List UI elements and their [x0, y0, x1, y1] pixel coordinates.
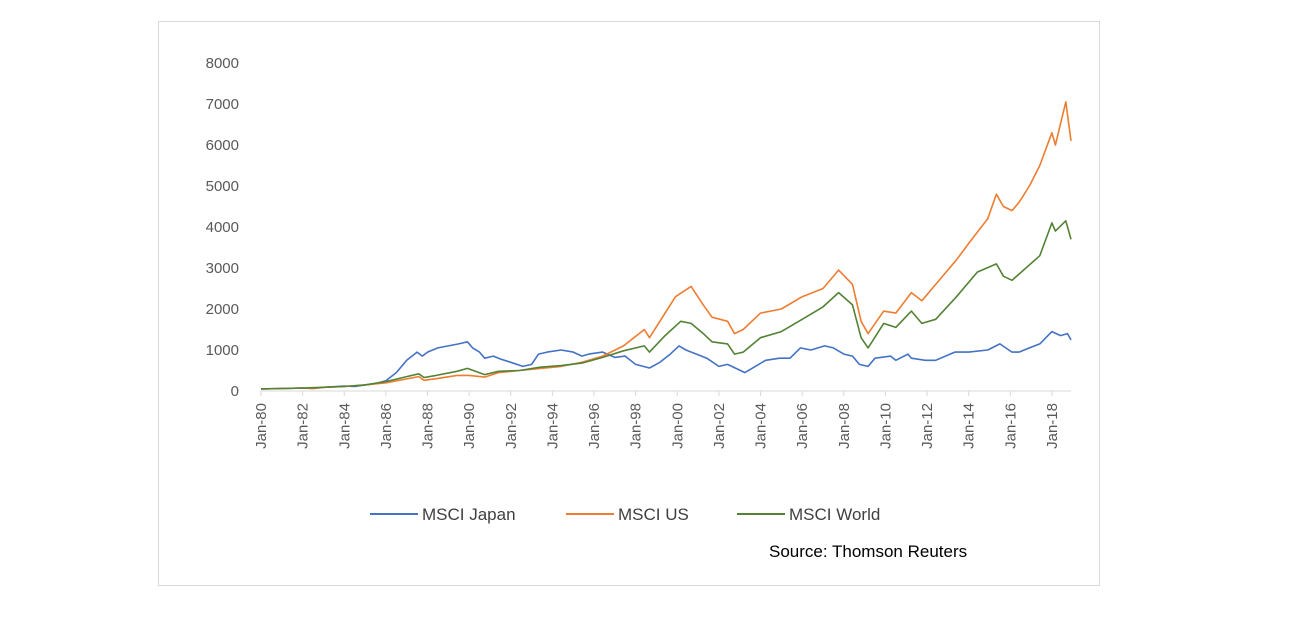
x-tick-label: Jan-10 [877, 403, 894, 449]
series-line-msci-world [260, 220, 1072, 390]
y-tick-label: 4000 [206, 219, 239, 236]
x-tick-label: Jan-04 [753, 403, 770, 449]
x-tick-label: Jan-18 [1044, 403, 1061, 449]
x-tick-label: Jan-94 [544, 403, 561, 449]
x-tick-label: Jan-88 [420, 403, 437, 449]
x-tick-label: Jan-92 [503, 403, 520, 449]
y-tick-label: 6000 [206, 137, 239, 154]
x-tick-label: Jan-16 [1002, 403, 1019, 449]
x-tick-label: Jan-14 [961, 403, 978, 449]
line-chart: 0 1000 2000 3000 4000 5000 6000 7000 8000 Jan-80… [206, 55, 1072, 561]
x-tick-label: Jan-00 [669, 403, 686, 449]
x-tick-label: Jan-96 [586, 403, 603, 449]
source-label: Source: Thomson Reuters [769, 542, 967, 561]
y-tick-label: 0 [231, 383, 239, 400]
x-tick-label: Jan-08 [836, 403, 853, 449]
chart-frame: 0 1000 2000 3000 4000 5000 6000 7000 8000 Jan-80… [158, 21, 1100, 586]
y-tick-label: 7000 [206, 96, 239, 113]
x-tick-label: Jan-02 [711, 403, 728, 449]
x-tick-label: Jan-12 [919, 403, 936, 449]
legend-label: MSCI World [789, 505, 880, 524]
legend-label: MSCI Japan [422, 505, 516, 524]
x-tick-label: Jan-86 [378, 403, 395, 449]
x-tick-label: Jan-90 [461, 403, 478, 449]
legend: MSCI Japan MSCI US MSCI World [370, 505, 880, 524]
series-line-msci-japan [260, 330, 1072, 390]
x-tick-label: Jan-84 [336, 403, 353, 449]
x-tick-label: Jan-80 [253, 403, 270, 449]
x-tick-label: Jan-82 [295, 403, 312, 449]
y-tick-label: 2000 [206, 301, 239, 318]
x-tick-label: Jan-06 [794, 403, 811, 449]
y-tick-label: 8000 [206, 55, 239, 72]
y-tick-label: 1000 [206, 342, 239, 359]
x-axis-ticks: Jan-80 Jan-82 Jan-84 Jan-86 Jan-88 Jan-90 Jan-… [253, 391, 1061, 449]
y-tick-label: 5000 [206, 178, 239, 195]
y-tick-label: 3000 [206, 260, 239, 277]
x-tick-label: Jan-98 [628, 403, 645, 449]
series-lines [260, 101, 1072, 390]
y-axis-ticks: 0 1000 2000 3000 4000 5000 6000 7000 8000 [206, 55, 239, 400]
series-line-msci-us [260, 101, 1072, 390]
legend-label: MSCI US [618, 505, 689, 524]
